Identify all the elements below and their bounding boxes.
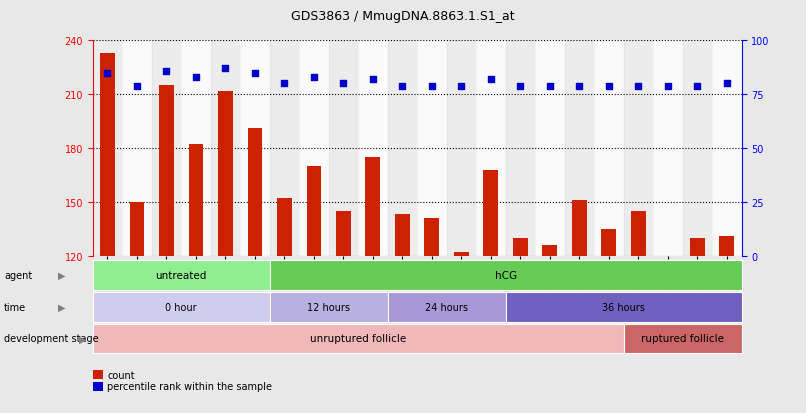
Text: hCG: hCG — [495, 270, 517, 280]
Bar — [329, 41, 358, 256]
Bar — [210, 41, 240, 256]
Bar — [306, 166, 322, 256]
Text: untreated: untreated — [156, 270, 207, 280]
Bar — [653, 41, 683, 256]
Bar — [247, 129, 262, 256]
Text: ruptured follicle: ruptured follicle — [641, 334, 724, 344]
Bar — [240, 41, 270, 256]
Point — [455, 83, 467, 90]
Bar — [505, 41, 535, 256]
Bar — [712, 41, 742, 256]
Point — [337, 81, 350, 88]
Bar — [365, 158, 380, 256]
Point — [721, 81, 733, 88]
Text: 36 hours: 36 hours — [602, 302, 645, 312]
Bar — [123, 41, 152, 256]
Bar — [476, 41, 505, 256]
Bar — [299, 41, 329, 256]
Bar — [683, 41, 712, 256]
Bar — [484, 170, 498, 256]
Bar — [572, 201, 587, 256]
Text: ▶: ▶ — [58, 270, 65, 280]
Bar — [395, 215, 409, 256]
Point — [248, 70, 261, 77]
Bar — [218, 91, 233, 256]
Bar — [542, 245, 557, 256]
Bar — [388, 41, 418, 256]
Point — [662, 83, 675, 90]
Bar — [690, 238, 704, 256]
Point — [602, 83, 615, 90]
Bar — [535, 41, 564, 256]
Point — [573, 83, 586, 90]
Text: GDS3863 / MmugDNA.8863.1.S1_at: GDS3863 / MmugDNA.8863.1.S1_at — [291, 10, 515, 23]
Text: count: count — [107, 370, 135, 380]
Text: 12 hours: 12 hours — [307, 302, 350, 312]
Bar — [336, 211, 351, 256]
Text: time: time — [4, 302, 26, 312]
Bar — [100, 54, 114, 256]
Point — [278, 81, 291, 88]
Point — [307, 74, 320, 81]
Text: unruptured follicle: unruptured follicle — [310, 334, 406, 344]
Bar — [159, 86, 174, 256]
Text: 24 hours: 24 hours — [425, 302, 468, 312]
Text: percentile rank within the sample: percentile rank within the sample — [107, 381, 272, 391]
Text: ▶: ▶ — [79, 334, 86, 344]
Point — [367, 77, 380, 83]
Point — [160, 68, 172, 75]
Bar — [594, 41, 624, 256]
Bar — [152, 41, 181, 256]
Text: agent: agent — [4, 270, 32, 280]
Bar — [418, 41, 447, 256]
Point — [189, 74, 202, 81]
Text: ▶: ▶ — [58, 302, 65, 312]
Point — [426, 83, 438, 90]
Bar — [601, 229, 616, 256]
Bar — [277, 199, 292, 256]
Bar — [181, 41, 210, 256]
Bar — [454, 252, 469, 256]
Point — [691, 83, 704, 90]
Point — [396, 83, 409, 90]
Point — [484, 77, 497, 83]
Bar — [564, 41, 594, 256]
Bar — [93, 41, 123, 256]
Bar — [425, 218, 439, 256]
Bar — [130, 202, 144, 256]
Bar — [189, 145, 203, 256]
Point — [632, 83, 645, 90]
Point — [101, 70, 114, 77]
Bar — [270, 41, 299, 256]
Point — [219, 66, 232, 73]
Bar — [720, 236, 734, 256]
Text: 0 hour: 0 hour — [165, 302, 197, 312]
Bar — [513, 238, 528, 256]
Text: development stage: development stage — [4, 334, 98, 344]
Bar — [447, 41, 476, 256]
Point — [514, 83, 527, 90]
Bar — [631, 211, 646, 256]
Bar — [358, 41, 388, 256]
Point — [543, 83, 556, 90]
Bar — [624, 41, 653, 256]
Point — [131, 83, 143, 90]
